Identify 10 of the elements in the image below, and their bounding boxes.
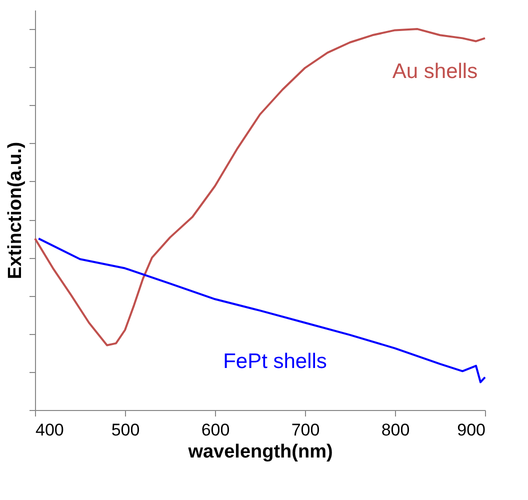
x-tick-label: 700: [291, 420, 320, 440]
series-label: FePt shells: [223, 350, 327, 373]
x-tick-label: 400: [36, 420, 64, 440]
x-tick-label: 500: [111, 420, 140, 440]
y-axis-title: Extinction(a.u.): [5, 142, 26, 280]
x-tick-label: 600: [201, 420, 230, 440]
x-tick-label: 900: [457, 420, 486, 440]
series-label: Au shells: [392, 60, 478, 83]
x-tick-label: 800: [381, 420, 410, 440]
x-axis-title: wavelength(nm): [187, 442, 333, 462]
